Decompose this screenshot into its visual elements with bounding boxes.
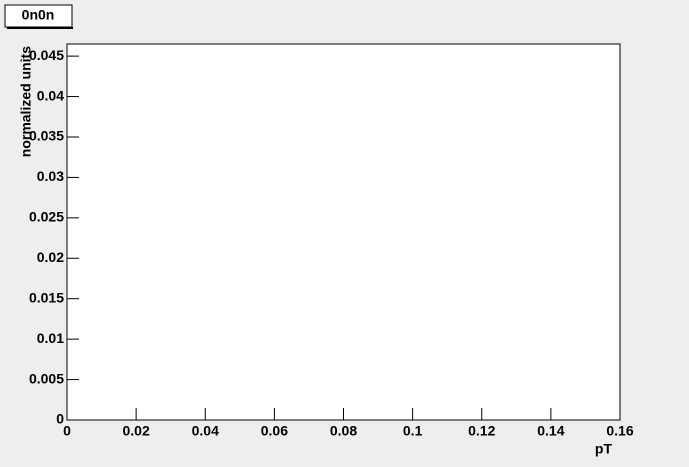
y-tick-label: 0.04 xyxy=(37,87,64,103)
x-tick-label: 0.14 xyxy=(537,423,564,439)
x-tick-label: 0.02 xyxy=(123,423,150,439)
x-tick-label: 0 xyxy=(63,423,71,439)
y-tick-label: 0.015 xyxy=(29,289,64,305)
plot-frame xyxy=(66,43,621,421)
x-tick-label: 0.06 xyxy=(261,423,288,439)
y-tick-label: 0.035 xyxy=(29,128,64,144)
y-tick-label: 0.02 xyxy=(37,249,64,265)
y-tick-label: 0.025 xyxy=(29,209,64,225)
x-axis-label: pT xyxy=(595,441,613,457)
y-tick-label: 0.045 xyxy=(29,47,64,63)
x-tick-label: 0.08 xyxy=(330,423,357,439)
chart-title: 0n0n xyxy=(22,7,55,23)
y-axis-label: normalized units xyxy=(18,46,34,157)
x-tick-label: 0.1 xyxy=(403,423,423,439)
y-tick-label: 0.03 xyxy=(37,168,64,184)
x-tick-label: 0.16 xyxy=(606,423,633,439)
y-tick-label: 0.01 xyxy=(37,330,64,346)
x-tick-label: 0.04 xyxy=(192,423,219,439)
y-tick-label: 0.005 xyxy=(29,370,64,386)
x-tick-label: 0.12 xyxy=(468,423,495,439)
y-tick-label: 0 xyxy=(56,411,64,427)
